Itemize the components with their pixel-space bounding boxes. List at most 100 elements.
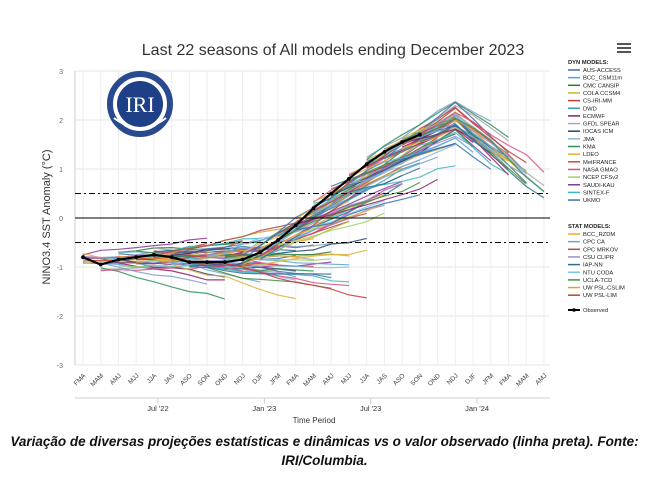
legend-item: UW PSL-CSLIM (583, 286, 625, 292)
legend-item: DWD (583, 106, 597, 112)
legend-item: CSU CLIPR (583, 255, 614, 261)
model-forecast-line (419, 123, 545, 199)
model-forecast-line (207, 242, 350, 256)
model-forecast-line (348, 144, 456, 185)
model-forecast-line (295, 183, 403, 233)
x-tick-label: MJJ (127, 372, 140, 385)
y-axis-label: NINO3.4 SST Anomaly (°C) (41, 149, 53, 284)
legend-item: UKMO (583, 198, 601, 204)
observed-point (311, 206, 316, 211)
y-tick-label: 1 (59, 167, 63, 174)
x-tick-label: DJF (251, 372, 264, 385)
observed-point (98, 262, 103, 267)
legend-item: IAP-NN (583, 263, 603, 269)
x-tick-label: AMJ (534, 372, 548, 386)
legend-stat-header: STAT MODELS: (568, 224, 611, 230)
model-forecast-line (419, 117, 545, 193)
legend-item: NCEP CFSv2 (583, 175, 618, 181)
legend-item: UW PSL-LIM (583, 293, 617, 299)
model-forecast-line (348, 128, 474, 183)
model-forecast-line (224, 262, 367, 299)
legend-dyn-header: DYN MODELS: (568, 60, 609, 66)
observed-point (276, 238, 280, 242)
x-month-label: Jan '23 (252, 404, 276, 413)
x-month-label: Jul '22 (147, 404, 168, 413)
x-tick-label: SON (409, 372, 424, 387)
x-tick-label: MJJ (340, 372, 353, 385)
model-forecast-line (224, 264, 332, 279)
chart-svg: Last 22 seasons of All models ending Dec… (41, 42, 625, 425)
observed-point (187, 260, 192, 264)
model-forecast-line (366, 101, 509, 160)
model-forecast-line (419, 107, 527, 164)
model-forecast-line (419, 111, 545, 173)
observed-point (258, 250, 263, 255)
legend-item: BCC_CSM11m (583, 76, 622, 82)
reference-lines (75, 192, 550, 244)
x-month-label: Jul '23 (360, 404, 381, 413)
y-tick-label: -1 (57, 265, 63, 272)
x-tick-label: FMA (286, 372, 301, 387)
caption: Variação de diversas projeções estatísti… (10, 434, 639, 468)
model-forecast-line (171, 244, 314, 261)
model-forecast-line (313, 156, 438, 214)
x-tick-label: FMA (73, 372, 88, 387)
x-tick-label: JAS (375, 372, 389, 386)
legend-item: NASA GMAO (583, 167, 618, 173)
model-forecast-line (401, 128, 509, 176)
x-axis-label: Time Period (293, 416, 336, 425)
x-tick-label: OND (214, 372, 229, 387)
legend-item: COLA CCSM4 (583, 91, 621, 97)
observed-point (81, 255, 85, 260)
observed-point (205, 260, 210, 264)
x-tick-label: NDJ (446, 372, 460, 386)
x-tick-label: MAM (302, 372, 318, 388)
legend-observed-marker (572, 308, 576, 312)
model-forecast-line (171, 234, 279, 256)
model-forecast-line (366, 137, 474, 171)
y-tick-label: 2 (59, 118, 63, 125)
legend-item: SINTEX-F (583, 190, 610, 196)
chart: Last 22 seasons of All models ending Dec… (41, 41, 631, 425)
model-forecast-line (348, 135, 474, 187)
y-tick-label: -3 (57, 363, 63, 370)
observed-point (293, 223, 298, 228)
x-tick-label: OND (427, 372, 442, 387)
legend-item: ECMWF (583, 114, 605, 120)
model-forecast-line (277, 212, 385, 246)
x-tick-label: AMJ (322, 372, 336, 386)
legend-item: CPC CA (583, 240, 605, 246)
legend-item: CPC MRKOV (583, 247, 618, 253)
observed-point (116, 257, 121, 262)
y-tick-label: -2 (57, 314, 63, 321)
x-tick-label: ASO (392, 372, 407, 387)
model-forecast-line (295, 194, 421, 231)
model-forecast-line (171, 219, 314, 252)
observed-point (169, 255, 174, 260)
observed-point (417, 132, 422, 137)
y-tick-label: 3 (59, 69, 63, 76)
model-forecast-line (207, 253, 350, 259)
observed-point (347, 176, 351, 181)
legend-item: SAUDI-KAU (583, 183, 615, 189)
observed-point (400, 140, 405, 144)
observed-point (152, 252, 156, 257)
model-forecast-line (224, 251, 332, 258)
x-tick-label: AMJ (109, 372, 123, 386)
logo-text: IRI (125, 92, 154, 117)
legend-item: BCC_RZDM (583, 232, 615, 238)
legend-item: IOCAS ICM (583, 129, 613, 135)
legend-item: MetFRANCE (583, 160, 617, 166)
model-forecast-line (295, 181, 421, 230)
legend-item: AUS-ACCESS (583, 68, 621, 74)
chart-title: Last 22 seasons of All models ending Dec… (142, 42, 525, 59)
observed-series (81, 132, 422, 267)
legend-item: KMA (583, 145, 596, 151)
model-forecast-line (207, 265, 350, 287)
observed-point (364, 162, 369, 167)
iri-logo: IRI (107, 71, 173, 137)
model-forecast-line (207, 256, 350, 266)
menu-icon[interactable] (617, 41, 631, 55)
x-tick-label: JFM (269, 372, 283, 386)
